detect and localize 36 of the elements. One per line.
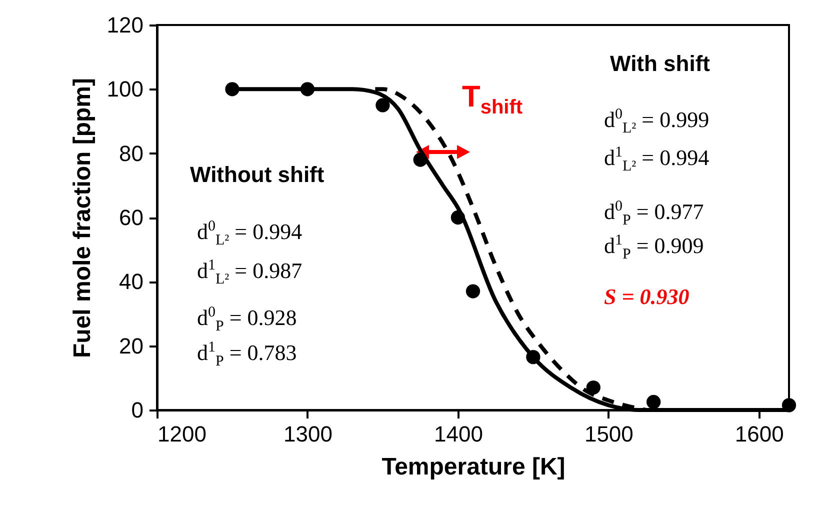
annotation: T$_{shift}$ (462, 80, 523, 120)
annotation: d$^{0}$$_{P}$ = 0.977 (604, 198, 704, 230)
x-tick-label: 1200 (158, 422, 206, 446)
y-tick-label: 20 (119, 333, 144, 358)
point (586, 380, 600, 395)
annotation: With shift (610, 51, 710, 77)
x-tick-label: 1600 (734, 422, 784, 446)
annotation: d$^{0}$$_{L²}$ = 0.994 (197, 218, 302, 250)
annotation: d$^{0}$$_{P}$ = 0.928 (197, 304, 297, 336)
annotation: d$^{1}$$_{P}$ = 0.909 (604, 232, 704, 264)
annotation: Without shift (190, 162, 324, 188)
y-tick-label: 100 (106, 76, 144, 102)
x-tick-label: 1500 (584, 422, 634, 446)
point (782, 398, 796, 412)
annotation: d$^{0}$$_{L²}$ = 0.999 (604, 106, 710, 138)
point (300, 82, 315, 96)
annotation: d$^{1}$$_{L²}$ = 0.994 (604, 144, 710, 176)
point (450, 210, 466, 225)
y-tick-label: 0 (131, 398, 144, 422)
x-tick-label: 1300 (284, 422, 332, 446)
point (225, 82, 240, 96)
y-axis-title: Fuel mole fraction [ppm] (68, 78, 96, 358)
point (526, 350, 540, 364)
y-tick-label: 60 (119, 205, 144, 230)
annotation: d$^{1}$$_{L²}$ = 0.987 (197, 258, 302, 288)
point (466, 284, 480, 298)
y-tick-label: 80 (119, 140, 144, 166)
annotation: d$^{1}$$_{P}$ = 0.783 (197, 340, 297, 370)
annotation: S = 0.930 (604, 284, 690, 310)
x-axis-title: Temperature [K] (382, 454, 566, 480)
point (376, 98, 390, 112)
point (646, 394, 661, 410)
point (413, 152, 428, 167)
y-tick-label: 40 (119, 269, 144, 294)
y-tick-label: 120 (106, 12, 144, 38)
x-tick-label: 1400 (434, 422, 483, 446)
